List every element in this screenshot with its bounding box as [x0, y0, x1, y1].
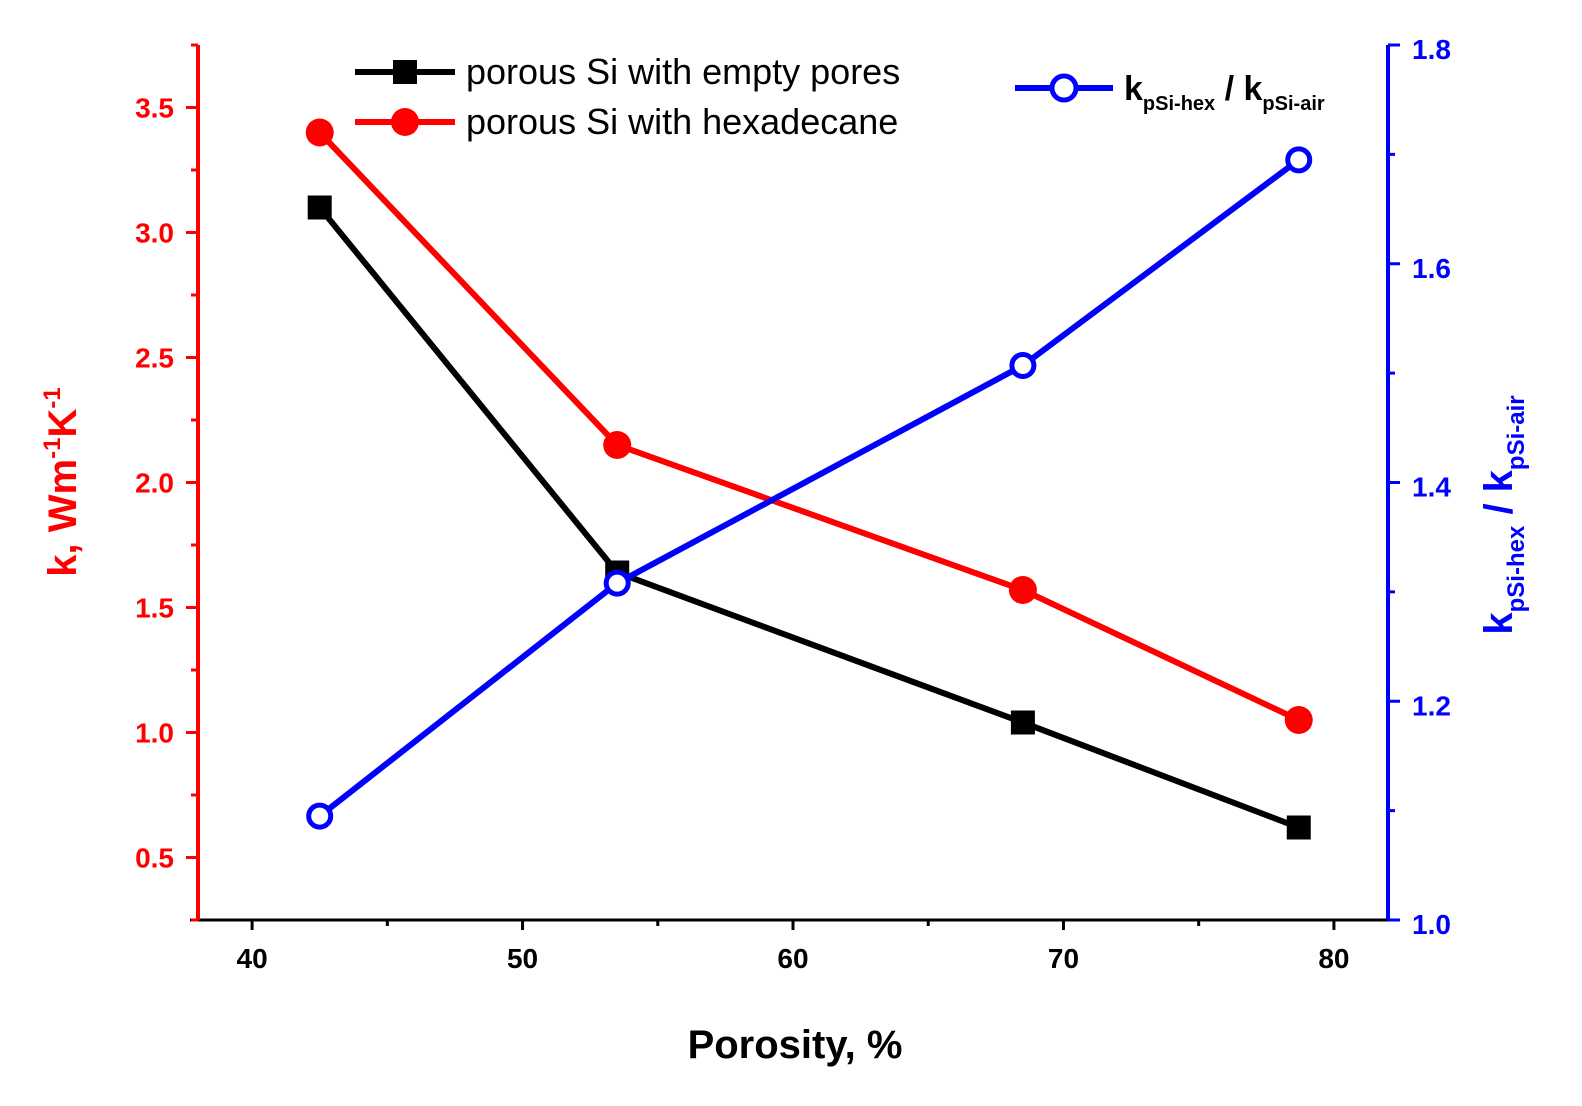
data-point-ratio-3 — [1285, 146, 1313, 174]
left-tick-label-2: 2.0 — [135, 468, 174, 499]
right-title-sub2: pSi-air — [1503, 395, 1530, 470]
series-layer — [305, 118, 1313, 840]
left-tick-label-3.5: 3.5 — [135, 93, 174, 124]
right-tick-label-1.4: 1.4 — [1412, 472, 1451, 503]
series-line-1 — [317, 130, 1301, 723]
x-tick-label-60: 60 — [777, 943, 808, 974]
data-point-empty-2 — [1010, 710, 1035, 735]
data-point-ratio-0 — [306, 802, 334, 830]
x-axis-title: Porosity, % — [688, 1023, 903, 1067]
data-point-empty-0 — [307, 195, 332, 220]
left-tick-label-0.5: 0.5 — [135, 843, 174, 874]
x-tick-label-70: 70 — [1048, 943, 1079, 974]
data-point-ratio-2 — [1009, 351, 1037, 379]
x-ticks: 40 50 60 70 80 — [237, 920, 1349, 974]
left-tick-label-2.5: 2.5 — [135, 343, 174, 374]
legend-ratio-label: kpSi-hex / kpSi-air — [1124, 70, 1325, 115]
right-title-sub1: pSi-hex — [1503, 525, 1530, 612]
right-tick-label-1: 1.0 — [1412, 909, 1451, 940]
x-tick-label-50: 50 — [507, 943, 538, 974]
x-tick-label-40: 40 — [237, 943, 268, 974]
data-point-ratio-1 — [603, 569, 631, 597]
left-tick-label-1: 1.0 — [135, 718, 174, 749]
left-title-mid: K — [41, 409, 85, 438]
legend-hex-label: porous Si with hexadecane — [466, 101, 898, 142]
left-tick-label-1.5: 1.5 — [135, 593, 174, 624]
right-title-sep: / k — [1477, 469, 1521, 525]
x-tick-label-80: 80 — [1318, 943, 1349, 974]
series-line-2 — [317, 157, 1301, 819]
legend-ratio-sub1: pSi-hex — [1143, 93, 1215, 115]
legend-empty-marker — [393, 60, 417, 84]
data-point-hex-2 — [1008, 576, 1037, 604]
legend-empty-label: porous Si with empty pores — [466, 51, 900, 92]
right-ticks: 1.0 1.2 1.4 1.6 1.8 — [1388, 34, 1451, 940]
left-title-sup2: -1 — [39, 387, 66, 408]
legend-ratio-sep: / k — [1215, 70, 1262, 108]
left-title-sup1: -1 — [39, 438, 66, 459]
legend-ratio-k1: k — [1124, 70, 1143, 108]
right-axis-title: kpSi-hex / kpSi-air — [1477, 395, 1530, 634]
left-axis-title: k, Wm-1K-1 — [39, 387, 85, 576]
right-title-k1: k — [1477, 612, 1521, 635]
right-tick-label-1.6: 1.6 — [1412, 253, 1451, 284]
left-ticks: 0.5 1.0 1.5 2.0 2.5 3.0 3.5 — [135, 43, 198, 922]
data-point-hex-0 — [305, 118, 334, 147]
data-point-hex-3 — [1284, 706, 1313, 734]
data-point-hex-1 — [603, 431, 632, 459]
right-tick-label-1.8: 1.8 — [1412, 34, 1451, 65]
legend-hex-marker — [391, 108, 419, 136]
left-title-main: k, Wm — [41, 459, 85, 577]
left-tick-label-3: 3.0 — [135, 218, 174, 249]
legend-ratio-marker — [1049, 73, 1079, 103]
legend-ratio-sub2: pSi-air — [1262, 93, 1324, 115]
legend: porous Si with empty pores porous Si wit… — [355, 51, 1325, 142]
right-tick-label-1.2: 1.2 — [1412, 690, 1451, 721]
series-line-0 — [317, 205, 1300, 831]
data-point-empty-3 — [1286, 815, 1311, 840]
